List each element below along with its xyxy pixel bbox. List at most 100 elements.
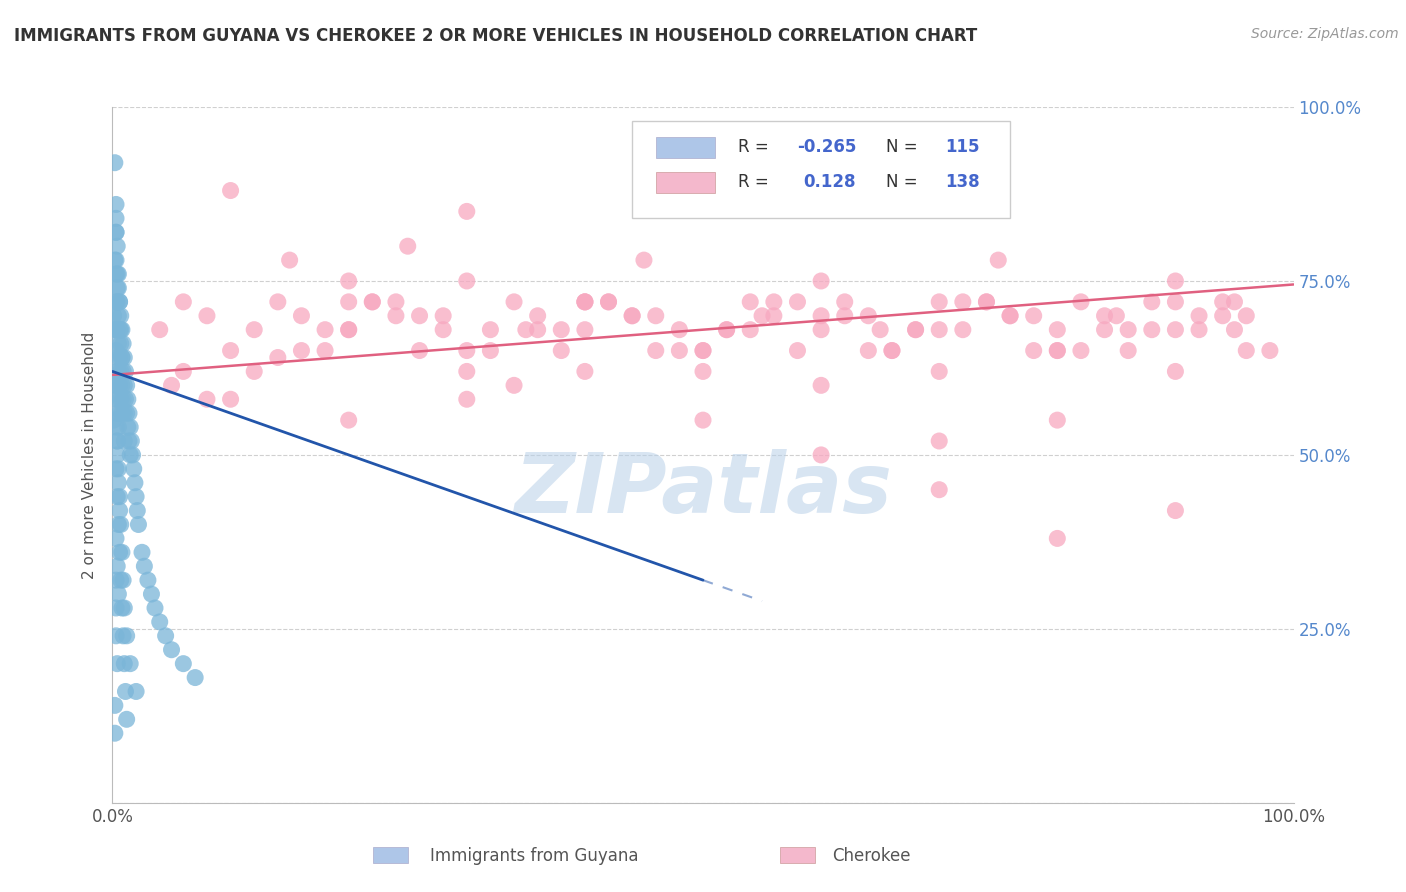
Point [149, 615, 172, 629]
Point [810, 309, 832, 323]
Point [105, 267, 128, 281]
Bar [655, 137, 714, 158]
Point [633, 253, 655, 268]
Point [858, 343, 880, 358]
Point [105, 434, 128, 448]
Point [110, 364, 132, 378]
Point [110, 392, 132, 407]
Point [361, 294, 384, 309]
Point [290, 343, 312, 358]
Point [112, 336, 135, 351]
Point [716, 323, 738, 337]
Text: R =: R = [738, 173, 780, 191]
Point [112, 392, 135, 407]
Point [195, 392, 218, 407]
Point [952, 323, 974, 337]
Point [385, 309, 408, 323]
Point [1116, 343, 1139, 358]
Point [115, 378, 138, 392]
Point [928, 294, 950, 309]
Point [160, 642, 183, 657]
Point [526, 309, 548, 323]
Point [267, 294, 290, 309]
Point [1223, 323, 1246, 337]
Point [1258, 343, 1281, 358]
Point [105, 364, 128, 378]
Point [869, 323, 891, 337]
Point [108, 294, 131, 309]
Point [104, 323, 127, 337]
Point [172, 364, 194, 378]
Point [105, 434, 128, 448]
Point [118, 434, 141, 448]
Point [105, 629, 128, 643]
Point [105, 462, 128, 476]
Point [786, 294, 808, 309]
Point [1164, 503, 1187, 517]
Point [105, 239, 128, 253]
Point [928, 483, 950, 497]
Point [385, 294, 408, 309]
Point [105, 559, 128, 574]
Point [1070, 294, 1092, 309]
Point [107, 475, 129, 490]
Point [361, 294, 384, 309]
Point [131, 545, 153, 559]
Point [107, 392, 129, 407]
Point [107, 364, 129, 378]
Point [574, 323, 596, 337]
Point [110, 336, 132, 351]
Point [834, 309, 856, 323]
Point [134, 559, 156, 574]
Point [112, 364, 135, 378]
Point [880, 343, 903, 358]
Point [105, 225, 128, 239]
Point [105, 378, 128, 392]
Point [1070, 343, 1092, 358]
Point [337, 413, 360, 427]
Point [120, 657, 142, 671]
Point [810, 323, 832, 337]
Point [503, 294, 526, 309]
Point [143, 601, 166, 615]
Point [105, 448, 128, 462]
Point [114, 684, 136, 698]
Point [105, 323, 128, 337]
Point [740, 294, 762, 309]
Point [621, 309, 644, 323]
Point [120, 448, 142, 462]
Point [112, 657, 135, 671]
Point [976, 294, 998, 309]
Point [115, 712, 138, 726]
Point [1046, 323, 1069, 337]
Point [105, 281, 128, 295]
Point [107, 267, 129, 281]
Point [111, 351, 134, 365]
Point [1022, 309, 1045, 323]
Point [1164, 274, 1187, 288]
Point [112, 406, 135, 420]
Point [1164, 294, 1187, 309]
Point [104, 155, 127, 169]
Point [184, 671, 207, 685]
Point [107, 517, 129, 532]
Point [111, 351, 134, 365]
Point [1046, 532, 1069, 546]
Point [141, 587, 163, 601]
Point [219, 184, 242, 198]
Text: -0.265: -0.265 [797, 138, 856, 156]
Point [104, 378, 127, 392]
Point [515, 323, 537, 337]
Point [105, 323, 128, 337]
Point [160, 378, 183, 392]
Bar [373, 847, 408, 863]
Point [125, 490, 148, 504]
Point [105, 657, 128, 671]
Point [117, 392, 139, 407]
Point [810, 378, 832, 392]
Text: R =: R = [738, 138, 775, 156]
Point [112, 573, 135, 587]
Point [115, 406, 138, 420]
Text: ZIPatlas: ZIPatlas [515, 450, 891, 530]
Point [998, 309, 1021, 323]
